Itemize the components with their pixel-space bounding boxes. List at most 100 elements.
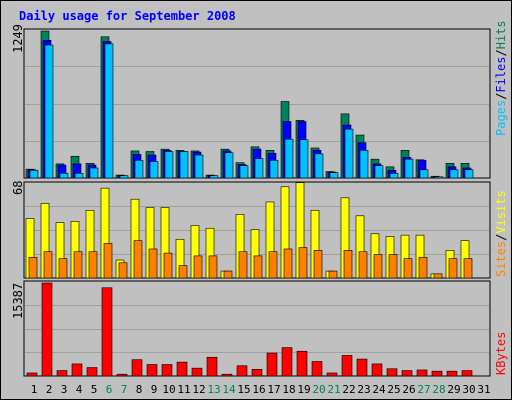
bar-sites bbox=[373, 254, 383, 279]
bar-pages bbox=[254, 158, 264, 179]
bar-pages bbox=[284, 138, 294, 179]
bar-kbytes bbox=[431, 370, 443, 377]
bar-sites bbox=[208, 255, 218, 279]
x-axis-day-label: 27 bbox=[417, 383, 430, 396]
bar-sites bbox=[88, 251, 98, 279]
bar-sites bbox=[343, 250, 353, 279]
bar-pages bbox=[29, 170, 39, 179]
x-axis-day-label: 29 bbox=[447, 383, 460, 396]
bar-kbytes bbox=[101, 287, 113, 377]
x-axis-day-label: 17 bbox=[267, 383, 280, 396]
bar-sites bbox=[103, 243, 113, 279]
x-axis-day-label: 10 bbox=[162, 383, 175, 396]
x-axis-day-label: 24 bbox=[372, 383, 386, 396]
x-axis-day-label: 19 bbox=[297, 383, 310, 396]
bar-pages bbox=[314, 153, 324, 179]
bar-pages bbox=[299, 139, 309, 179]
x-axis-day-label: 13 bbox=[207, 383, 220, 396]
bar-pages bbox=[419, 169, 429, 179]
bar-kbytes bbox=[206, 356, 218, 377]
x-axis-day-label: 31 bbox=[477, 383, 490, 396]
bar-kbytes bbox=[221, 373, 233, 377]
bar-kbytes bbox=[371, 363, 383, 377]
bar-kbytes bbox=[356, 358, 368, 377]
bar-sites bbox=[148, 248, 158, 279]
bar-kbytes bbox=[86, 367, 98, 377]
x-axis-day-label: 14 bbox=[222, 383, 236, 396]
x-axis-day-label: 15 bbox=[237, 383, 250, 396]
bar-kbytes bbox=[416, 369, 428, 377]
bar-pages bbox=[209, 175, 219, 179]
x-axis-day-label: 16 bbox=[252, 383, 265, 396]
panel-border bbox=[23, 280, 491, 377]
bar-pages bbox=[449, 169, 459, 179]
bar-pages bbox=[464, 169, 474, 179]
bar-pages bbox=[239, 165, 249, 179]
bar-sites bbox=[253, 255, 263, 279]
x-axis-day-label: 18 bbox=[282, 383, 295, 396]
x-axis-day-label: 25 bbox=[387, 383, 400, 396]
bar-sites bbox=[418, 256, 428, 279]
bar-sites bbox=[433, 273, 443, 279]
bar-pages bbox=[194, 154, 204, 179]
bar-pages bbox=[179, 151, 189, 179]
bar-kbytes bbox=[71, 363, 83, 377]
bar-sites bbox=[133, 240, 143, 279]
x-axis-day-label: 2 bbox=[46, 383, 53, 396]
bar-sites bbox=[28, 256, 38, 279]
x-axis-day-label: 12 bbox=[192, 383, 205, 396]
bar-sites bbox=[178, 265, 188, 279]
x-axis-day-label: 23 bbox=[357, 383, 370, 396]
x-axis-day-label: 9 bbox=[151, 383, 158, 396]
bar-kbytes bbox=[236, 365, 248, 377]
bar-pages bbox=[344, 128, 354, 179]
bar-sites bbox=[238, 251, 248, 279]
x-axis-day-label: 5 bbox=[91, 383, 98, 396]
bar-kbytes bbox=[26, 372, 38, 377]
x-axis-day-label: 1 bbox=[31, 383, 38, 396]
bar-sites bbox=[118, 262, 128, 279]
bar-kbytes bbox=[326, 372, 338, 377]
x-axis-day-label: 7 bbox=[121, 383, 128, 396]
bar-kbytes bbox=[176, 361, 188, 377]
x-axis-day-label: 22 bbox=[342, 383, 355, 396]
bar-pages bbox=[59, 172, 69, 179]
bar-pages bbox=[74, 172, 84, 179]
x-axis-day-label: 3 bbox=[61, 383, 68, 396]
bar-kbytes bbox=[446, 370, 458, 377]
bar-pages bbox=[119, 175, 129, 179]
bar-kbytes bbox=[461, 370, 473, 377]
bar-pages bbox=[224, 152, 234, 179]
bar-kbytes bbox=[56, 370, 68, 377]
x-axis-day-label: 30 bbox=[462, 383, 475, 396]
bar-pages bbox=[389, 172, 399, 179]
x-axis-day-label: 21 bbox=[327, 383, 340, 396]
bar-kbytes bbox=[401, 370, 413, 377]
bar-pages bbox=[89, 167, 99, 179]
bar-pages bbox=[374, 165, 384, 179]
bar-sites bbox=[448, 258, 458, 279]
bar-kbytes bbox=[386, 368, 398, 377]
x-axis-day-label: 11 bbox=[177, 383, 190, 396]
bar-sites bbox=[283, 248, 293, 279]
bar-sites bbox=[268, 251, 278, 279]
x-axis-day-label: 28 bbox=[432, 383, 445, 396]
bar-pages bbox=[434, 176, 444, 179]
bar-kbytes bbox=[296, 350, 308, 377]
bar-sites bbox=[403, 258, 413, 279]
chart-title: Daily usage for September 2008 bbox=[19, 9, 236, 23]
bar-sites bbox=[58, 258, 68, 279]
bar-pages bbox=[44, 44, 54, 179]
bar-pages bbox=[404, 158, 414, 179]
bar-sites bbox=[313, 250, 323, 279]
x-axis-day-label: 26 bbox=[402, 383, 415, 396]
bar-pages bbox=[329, 172, 339, 179]
bar-sites bbox=[73, 251, 83, 279]
bar-sites bbox=[298, 247, 308, 279]
bar-pages bbox=[164, 151, 174, 179]
bar-sites bbox=[163, 252, 173, 279]
bar-kbytes bbox=[341, 355, 353, 377]
bar-kbytes bbox=[116, 373, 128, 377]
x-axis-day-label: 8 bbox=[136, 383, 143, 396]
